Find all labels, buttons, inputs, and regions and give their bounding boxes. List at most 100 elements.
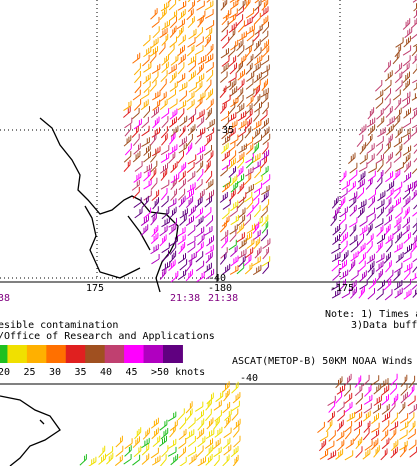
wind-barb	[221, 13, 229, 26]
wind-barb	[344, 427, 352, 440]
wind-barb	[221, 181, 230, 193]
wind-barb	[196, 271, 205, 283]
wind-barb	[187, 0, 195, 12]
wind-barb	[343, 384, 351, 397]
wind-barb	[232, 425, 240, 438]
wind-barb	[261, 221, 269, 234]
wind-barb	[158, 91, 167, 103]
wind-barb	[235, 5, 244, 17]
wind-barb	[229, 86, 238, 98]
wind-barb	[178, 438, 187, 449]
wind-barb	[170, 125, 179, 137]
wind-barb	[185, 259, 193, 272]
wind-barb	[366, 241, 373, 254]
lat-label: -40	[208, 273, 226, 284]
wind-barb	[245, 88, 255, 99]
wind-barb	[230, 255, 239, 267]
wind-barb	[252, 62, 261, 73]
legend-swatch	[46, 345, 67, 363]
wind-barb	[222, 437, 231, 449]
color-legend: 20 25 30 35 40 45 >50 knots	[0, 345, 205, 378]
wind-barb	[220, 0, 228, 11]
wind-barb	[238, 255, 246, 268]
wind-barb	[403, 278, 412, 290]
wind-barb	[237, 214, 246, 227]
wind-barb	[344, 392, 353, 404]
wind-barb	[124, 143, 132, 156]
wind-barb	[141, 437, 150, 449]
wind-barb	[177, 253, 186, 264]
wind-barb	[363, 394, 373, 405]
wind-barb	[411, 271, 417, 281]
wind-barb	[185, 269, 193, 282]
wind-barb	[245, 166, 254, 177]
legend-swatch	[26, 345, 47, 363]
wind-barb	[376, 269, 383, 282]
wind-barb	[124, 445, 132, 457]
wind-barb	[230, 214, 239, 226]
wind-barb	[358, 124, 367, 136]
wind-barb	[133, 63, 141, 76]
wind-barb	[178, 162, 187, 174]
wind-barb	[187, 225, 196, 236]
wind-barb	[402, 79, 410, 91]
wind-barb	[160, 168, 168, 181]
wind-barb	[221, 36, 230, 49]
wind-barb	[161, 445, 169, 458]
wind-barb	[245, 153, 254, 164]
wind-barb	[237, 20, 245, 33]
wind-barb	[133, 172, 142, 183]
wind-barb	[400, 374, 408, 387]
wind-barb	[203, 226, 213, 236]
wind-barb	[356, 134, 364, 147]
wind-barb	[179, 259, 188, 271]
wind-barb	[168, 259, 176, 272]
wind-barb	[220, 230, 229, 242]
wind-barb	[261, 149, 270, 161]
wind-barb	[335, 391, 343, 404]
wind-barb	[159, 163, 168, 174]
wind-barb	[152, 99, 161, 111]
wind-barb	[187, 436, 196, 447]
wind-barb	[178, 81, 188, 92]
wind-barb	[177, 100, 187, 111]
wind-barb	[149, 46, 158, 57]
wind-barb	[131, 108, 140, 120]
wind-barb	[357, 171, 366, 183]
wind-barb	[261, 39, 269, 52]
wind-barb	[412, 79, 417, 84]
wind-barb	[142, 427, 150, 440]
labels: -35 -40 175 -180 -175 38 21:38 21:38 Not…	[0, 125, 417, 384]
wind-barb	[408, 420, 416, 433]
wind-barb	[228, 55, 237, 67]
wind-barb	[395, 252, 404, 263]
wind-barb	[232, 454, 239, 466]
wind-barb	[319, 449, 329, 460]
wind-barb	[376, 170, 384, 183]
wind-barb	[140, 224, 149, 236]
wind-barb	[221, 150, 230, 162]
wind-barb	[219, 252, 227, 265]
wind-barb	[196, 109, 205, 120]
wind-barb	[196, 0, 205, 11]
wind-barb	[404, 182, 414, 193]
wind-barb	[243, 231, 253, 243]
wind-barb	[244, 263, 253, 275]
wind-barb	[319, 431, 329, 442]
wind-barb	[253, 182, 263, 194]
wind-barb	[205, 179, 214, 191]
wind-barb	[169, 10, 178, 21]
wind-barb	[197, 189, 205, 201]
wind-barb	[350, 241, 359, 253]
wind-barb	[260, 206, 268, 218]
wind-barb	[408, 439, 417, 451]
wind-barb	[252, 6, 260, 19]
wind-barb	[114, 455, 123, 466]
wind-barb	[246, 238, 255, 250]
wind-barb	[186, 99, 195, 111]
wind-barb	[236, 134, 244, 147]
wind-barb	[254, 166, 261, 179]
wind-barb	[261, 0, 269, 11]
wind-barb	[366, 223, 373, 236]
wind-barb	[403, 206, 410, 219]
